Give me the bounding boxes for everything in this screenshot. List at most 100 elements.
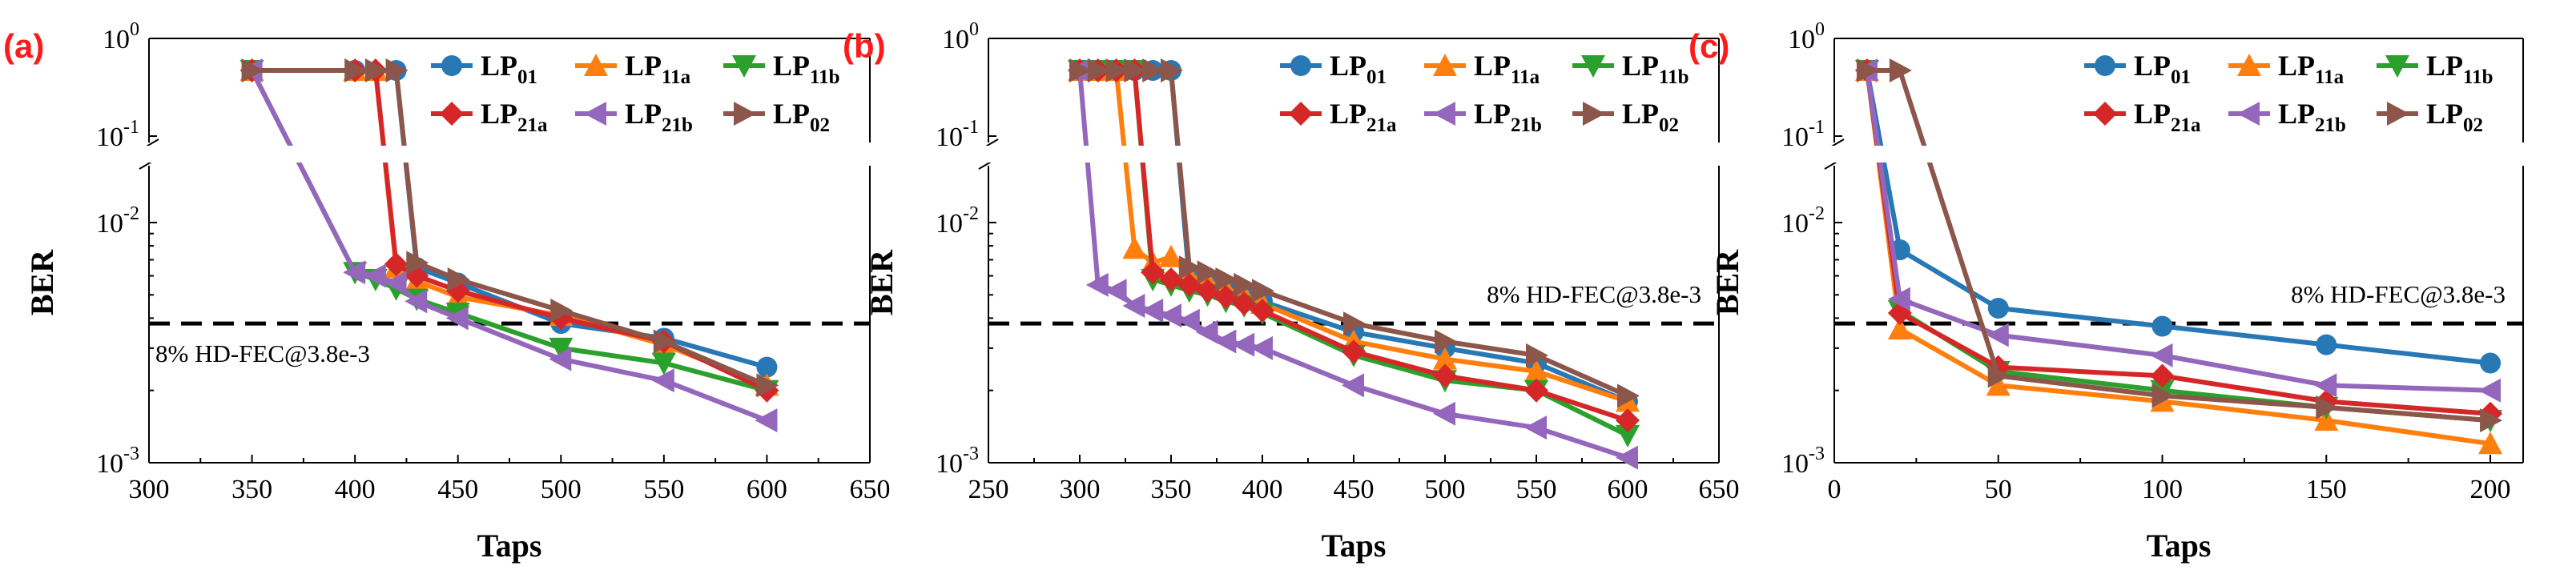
legend-label: LP02 <box>2426 98 2483 136</box>
axis-break-gap <box>133 146 886 163</box>
y-axis-label: BER <box>24 249 60 315</box>
legend-label-subscript: 11b <box>810 66 840 88</box>
legend-item-LP01: LP01 <box>2084 50 2191 88</box>
y-tick-exponent: 0 <box>969 19 979 40</box>
x-tick-label: 400 <box>1242 475 1283 504</box>
legend-marker <box>1581 55 1605 78</box>
chart-panel-1: 300 350 400 450 500 550 600 65010010-110-210-3T… <box>3 19 891 564</box>
x-tick-label: 650 <box>1699 475 1740 504</box>
data-point <box>1234 272 1257 297</box>
legend-label-subscript: 21b <box>662 114 693 136</box>
legend-label-base: LP <box>2278 50 2315 82</box>
x-tick-label: 600 <box>1608 475 1648 504</box>
legend-marker <box>2387 102 2409 126</box>
legend-item-LP02: LP02 <box>723 98 830 136</box>
y-tick-base: 10 <box>936 449 963 479</box>
legend-marker <box>440 102 464 126</box>
x-tick-label: 650 <box>850 475 891 504</box>
legend-label-subscript: 21b <box>1511 114 1542 136</box>
data-point <box>653 329 676 354</box>
series-LP21b <box>1068 58 1638 470</box>
legend-label: LP11a <box>2278 50 2345 88</box>
y-axis-label: BER <box>1709 249 1745 315</box>
x-tick-label: 300 <box>129 475 170 504</box>
data-point <box>1195 319 1218 344</box>
data-point <box>756 356 778 378</box>
legend-label-subscript: 01 <box>2171 66 2191 88</box>
y-tick-exponent: -3 <box>123 444 139 464</box>
y-tick-base: 10 <box>96 122 123 152</box>
y-tick-exponent: -1 <box>1809 117 1825 138</box>
data-point <box>549 337 574 360</box>
legend-item-LP02: LP02 <box>1572 98 1679 136</box>
legend-label: LP21b <box>625 98 693 136</box>
y-tick-label: 10-3 <box>1781 444 1825 479</box>
legend-label-subscript: 02 <box>1659 114 1679 136</box>
legend-label-base: LP <box>481 98 517 130</box>
y-tick-label: 10-1 <box>1781 117 1825 152</box>
data-point <box>447 267 470 291</box>
data-point <box>1616 408 1640 433</box>
data-point <box>2478 431 2503 455</box>
legend-label: LP21a <box>481 98 548 136</box>
y-tick-label: 10-3 <box>96 444 139 479</box>
y-tick-label: 10-2 <box>1781 203 1825 239</box>
y-tick-label: 100 <box>1788 19 1825 54</box>
data-point <box>1104 279 1127 303</box>
data-point <box>1250 335 1273 360</box>
x-tick-label: 450 <box>437 475 478 504</box>
legend-item-LP21a: LP21a <box>431 98 548 136</box>
panel-label: (c) <box>1688 27 1729 65</box>
axis-break-gap <box>1818 146 2539 163</box>
y-tick-exponent: -2 <box>1809 203 1825 224</box>
data-point <box>364 58 388 83</box>
legend-label-base: LP <box>1622 50 1659 82</box>
y-tick-exponent: -2 <box>123 203 139 224</box>
data-point <box>1986 373 2010 396</box>
x-axis-label: Taps <box>2147 528 2212 564</box>
legend-label-subscript: 02 <box>2463 114 2483 136</box>
legend-label-base: LP <box>2134 98 2171 130</box>
series-LP01 <box>1856 60 2502 374</box>
data-point <box>2478 378 2502 403</box>
data-point <box>1252 279 1274 303</box>
data-point <box>1433 401 1455 426</box>
x-tick-label: 400 <box>335 475 376 504</box>
data-point <box>1215 267 1238 291</box>
data-point <box>2151 315 2173 337</box>
legend-label-subscript: 21a <box>517 114 548 136</box>
y-tick-exponent: -3 <box>963 444 979 464</box>
data-point <box>2151 383 2175 408</box>
legend-item-LP21a: LP21a <box>2084 98 2201 136</box>
legend-item-LP21b: LP21b <box>2228 98 2346 136</box>
legend-label-base: LP <box>1622 98 1659 130</box>
data-point <box>1178 255 1201 280</box>
legend-label-base: LP <box>625 50 662 82</box>
x-tick-label: 200 <box>2470 475 2511 504</box>
axis-break-gap <box>972 146 1735 163</box>
data-point <box>1141 298 1164 323</box>
legend-label-subscript: 11a <box>2315 66 2345 88</box>
legend-marker <box>1289 102 1313 126</box>
legend-label: LP02 <box>1622 98 1679 136</box>
y-tick-exponent: -1 <box>963 117 979 138</box>
data-point <box>2150 343 2173 367</box>
data-point <box>1342 373 1364 398</box>
legend-marker <box>584 54 608 76</box>
legend-item-LP01: LP01 <box>431 50 537 88</box>
data-point <box>2316 395 2339 419</box>
legend-item-LP11b: LP11b <box>2377 50 2493 88</box>
legend-marker <box>1433 102 1455 126</box>
legend-marker <box>1290 55 1311 76</box>
legend-item-LP11a: LP11a <box>1424 50 1540 88</box>
legend-marker <box>2095 55 2115 76</box>
y-axis-label: BER <box>863 249 900 315</box>
data-point <box>1087 58 1110 83</box>
legend-marker <box>1433 54 1457 76</box>
legend-marker <box>1583 102 1605 126</box>
legend-label: LP01 <box>1330 50 1387 88</box>
data-point <box>343 260 366 285</box>
data-point <box>1069 58 1092 83</box>
y-tick-base: 10 <box>1788 25 1815 54</box>
legend-marker <box>441 55 462 76</box>
